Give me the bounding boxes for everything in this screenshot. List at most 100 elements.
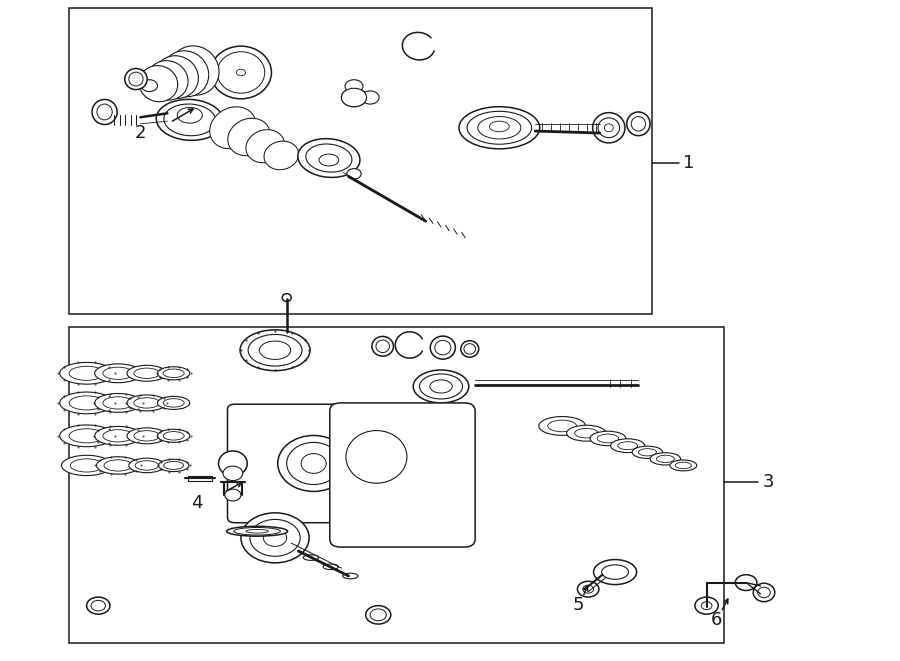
Ellipse shape (435, 340, 451, 355)
Ellipse shape (413, 370, 469, 403)
Ellipse shape (103, 430, 133, 442)
Circle shape (701, 602, 712, 609)
Ellipse shape (319, 154, 338, 166)
Ellipse shape (631, 116, 645, 131)
Ellipse shape (125, 69, 148, 90)
Ellipse shape (323, 564, 338, 570)
Ellipse shape (163, 369, 184, 377)
Ellipse shape (246, 130, 284, 163)
Ellipse shape (158, 429, 190, 442)
Ellipse shape (219, 451, 248, 476)
Ellipse shape (217, 52, 265, 93)
Circle shape (237, 69, 246, 76)
Ellipse shape (610, 439, 644, 453)
Ellipse shape (134, 398, 159, 408)
Ellipse shape (303, 555, 319, 561)
Ellipse shape (70, 459, 103, 472)
Ellipse shape (376, 340, 390, 352)
Circle shape (345, 80, 363, 93)
Ellipse shape (158, 397, 190, 409)
Circle shape (341, 89, 366, 106)
Text: 2: 2 (135, 124, 146, 142)
Ellipse shape (127, 366, 166, 381)
Ellipse shape (567, 425, 606, 441)
Ellipse shape (430, 336, 455, 359)
Ellipse shape (129, 458, 165, 473)
Bar (68, 8, 652, 314)
Ellipse shape (96, 457, 140, 474)
Ellipse shape (650, 453, 680, 465)
Text: 4: 4 (191, 494, 202, 512)
Ellipse shape (539, 416, 586, 436)
Ellipse shape (103, 367, 133, 379)
Ellipse shape (158, 367, 190, 380)
Ellipse shape (103, 397, 133, 409)
Ellipse shape (69, 429, 104, 443)
Ellipse shape (372, 336, 393, 356)
Circle shape (735, 574, 757, 590)
Ellipse shape (248, 334, 302, 366)
Ellipse shape (154, 56, 198, 98)
Ellipse shape (601, 565, 628, 579)
Ellipse shape (638, 449, 656, 456)
Ellipse shape (169, 46, 219, 95)
Ellipse shape (346, 430, 407, 483)
Ellipse shape (234, 527, 281, 535)
Ellipse shape (490, 121, 509, 132)
Ellipse shape (140, 65, 177, 102)
Ellipse shape (753, 583, 775, 602)
Ellipse shape (626, 112, 650, 136)
Text: 5: 5 (572, 596, 584, 614)
Ellipse shape (134, 368, 159, 379)
Ellipse shape (598, 118, 619, 137)
Ellipse shape (341, 89, 366, 106)
Ellipse shape (164, 461, 184, 469)
Ellipse shape (287, 442, 340, 485)
Ellipse shape (59, 425, 113, 447)
Ellipse shape (278, 436, 349, 491)
Ellipse shape (593, 112, 625, 143)
Bar (68, 327, 724, 643)
Ellipse shape (604, 124, 613, 132)
Ellipse shape (632, 446, 662, 459)
Ellipse shape (129, 72, 143, 86)
Ellipse shape (69, 396, 104, 410)
Ellipse shape (94, 426, 141, 446)
Ellipse shape (228, 118, 270, 156)
Circle shape (695, 597, 718, 614)
Ellipse shape (141, 80, 158, 92)
Ellipse shape (617, 442, 637, 449)
Ellipse shape (210, 107, 256, 149)
Ellipse shape (127, 395, 166, 411)
Ellipse shape (548, 420, 577, 432)
Circle shape (361, 91, 379, 104)
Ellipse shape (91, 600, 105, 611)
Circle shape (250, 520, 301, 557)
Ellipse shape (594, 560, 636, 584)
Ellipse shape (675, 462, 691, 469)
Text: 6: 6 (711, 611, 722, 629)
Ellipse shape (135, 461, 158, 470)
Ellipse shape (223, 466, 243, 481)
Ellipse shape (92, 99, 117, 124)
Bar (188, 476, 212, 481)
Ellipse shape (162, 51, 209, 97)
Ellipse shape (306, 144, 352, 172)
Ellipse shape (61, 455, 112, 475)
Ellipse shape (225, 489, 241, 501)
Ellipse shape (298, 139, 360, 177)
Ellipse shape (597, 434, 618, 443)
Ellipse shape (158, 459, 189, 471)
Ellipse shape (461, 340, 479, 357)
Ellipse shape (94, 364, 141, 383)
Text: 1: 1 (683, 153, 695, 172)
Ellipse shape (97, 104, 112, 120)
Circle shape (264, 529, 287, 547)
Ellipse shape (134, 430, 159, 441)
Ellipse shape (147, 61, 188, 100)
Ellipse shape (227, 526, 288, 536)
Ellipse shape (86, 597, 110, 614)
Ellipse shape (302, 453, 326, 473)
Ellipse shape (69, 366, 104, 380)
Ellipse shape (419, 374, 463, 399)
